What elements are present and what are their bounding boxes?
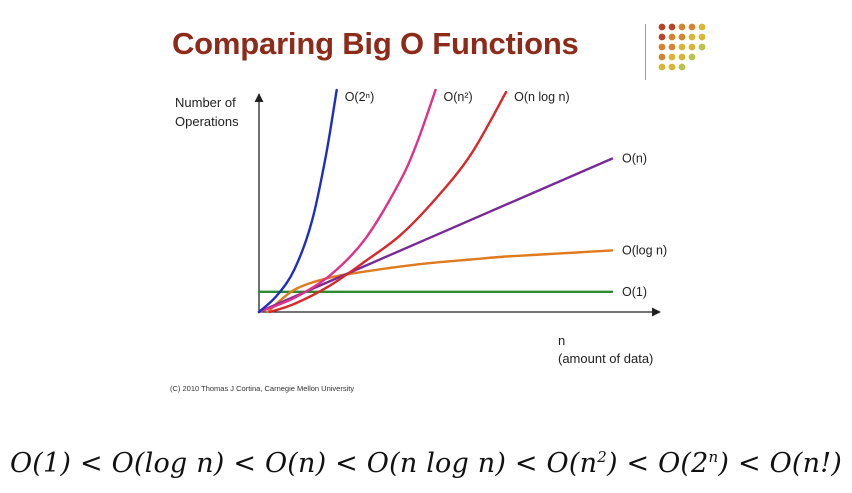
series-label: O(log n) — [622, 243, 667, 257]
order-sep-1: < — [79, 448, 103, 479]
order-o2n-close: ) — [718, 448, 730, 479]
order-ologn: O(log n) — [111, 448, 225, 479]
decorative-dot — [678, 53, 686, 61]
complexity-order-line: O(1) < O(log n) < O(n) < O(n log n) < O(… — [0, 448, 852, 479]
decorative-dot — [668, 43, 676, 51]
decorative-dot — [678, 23, 686, 31]
series-line — [257, 88, 338, 314]
order-o1: O(1) — [9, 448, 72, 479]
series-label: O(2ⁿ) — [345, 90, 375, 104]
order-on2-exp: 2 — [597, 448, 607, 466]
decorative-dot — [688, 53, 696, 61]
decorative-dot — [658, 43, 666, 51]
series-label: O(1) — [622, 285, 647, 299]
series-line — [268, 90, 508, 314]
copyright-credit: (C) 2010 Thomas J Cortina, Carnegie Mell… — [170, 384, 355, 393]
decorative-dot — [678, 43, 686, 51]
order-onlogn: O(n log n) — [366, 448, 507, 479]
order-sep-6: < — [737, 448, 761, 479]
decorative-dot — [668, 23, 676, 31]
decorative-dot — [668, 33, 676, 41]
decorative-dot — [688, 43, 696, 51]
x-axis-label-line-2: (amount of data) — [558, 351, 653, 366]
x-axis-label-line-1: n — [558, 333, 565, 348]
order-on2: O(n2) — [547, 448, 618, 479]
title-divider — [645, 24, 646, 80]
decorative-dot — [658, 23, 666, 31]
decorative-dot — [698, 23, 706, 31]
decorative-dot — [668, 63, 676, 71]
order-on2-base: O(n — [546, 448, 598, 479]
decorative-dot-grid — [658, 23, 706, 71]
decorative-dot — [678, 63, 686, 71]
decorative-dot — [688, 33, 696, 41]
order-sep-3: < — [335, 448, 358, 479]
series-line — [257, 157, 614, 314]
decorative-dot — [698, 33, 706, 41]
decorative-dot — [678, 33, 686, 41]
decorative-dot — [658, 33, 666, 41]
order-on2-close: ) — [606, 448, 618, 479]
series-label: O(n²) — [444, 90, 473, 104]
order-sep-4: < — [514, 448, 538, 479]
order-onf: O(n!) — [769, 448, 843, 479]
order-o2n: O(2n) — [658, 448, 729, 479]
order-o2n-base: O(2 — [658, 448, 709, 479]
series-line — [266, 249, 614, 314]
order-sep-2: < — [233, 448, 257, 479]
decorative-dot — [698, 43, 706, 51]
series-label: O(n) — [622, 152, 647, 166]
series-label: O(n log n) — [514, 90, 570, 104]
y-axis-label-line-2: Operations — [175, 114, 239, 129]
y-axis-label-line-1: Number of — [175, 95, 236, 110]
decorative-dot — [688, 23, 696, 31]
decorative-dot — [658, 63, 666, 71]
order-sep-5: < — [626, 448, 650, 479]
order-o2n-exp: n — [708, 448, 719, 466]
big-o-chart: Number of Operations n (amount of data) … — [175, 88, 667, 366]
series-line — [257, 88, 437, 314]
decorative-dot — [658, 53, 666, 61]
decorative-dot — [668, 53, 676, 61]
slide-title: Comparing Big O Functions — [172, 26, 579, 61]
order-on: O(n) — [264, 448, 327, 479]
